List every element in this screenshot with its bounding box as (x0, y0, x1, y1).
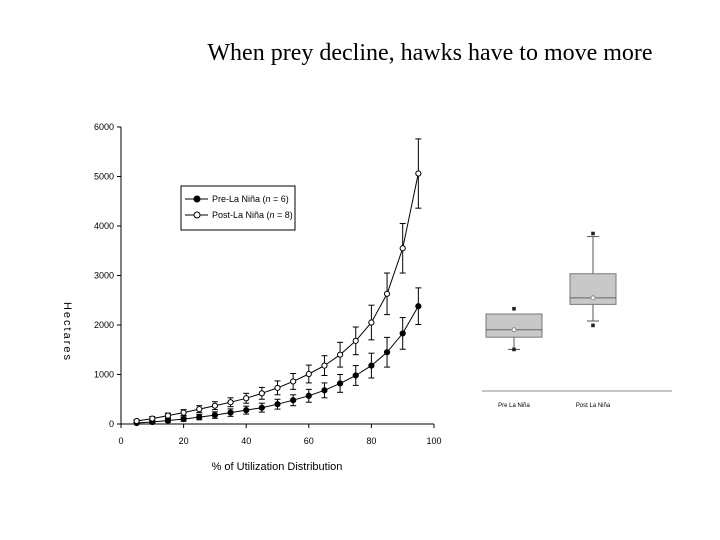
y-tick-label: 6000 (94, 122, 114, 132)
box-outlier (591, 323, 595, 328)
legend-box (180, 185, 296, 231)
data-point-post (290, 378, 297, 385)
data-point-post (227, 399, 234, 406)
data-point-post (337, 351, 344, 358)
legend-label-post: Post-La Niña (n = 8) (212, 210, 293, 220)
data-point-post (352, 337, 359, 344)
y-tick-label: 1000 (94, 370, 114, 380)
data-point-post (211, 402, 218, 409)
data-point-post (196, 406, 203, 413)
box-mean (511, 327, 517, 333)
x-tick-label: 80 (366, 436, 376, 446)
data-point-post (368, 319, 375, 326)
data-point-pre (321, 387, 328, 394)
y-axis-ticks: 0 1000 2000 3000 4000 5000 6000 (94, 122, 121, 429)
data-point-post (258, 390, 265, 397)
data-point-post (305, 370, 312, 378)
data-point-post (133, 417, 140, 425)
x-tick-label: 20 (179, 436, 189, 446)
data-point-post (149, 415, 156, 422)
legend-marker-pre (193, 195, 201, 203)
box-post (569, 231, 617, 328)
data-point-pre (274, 401, 281, 408)
data-point-pre (352, 372, 359, 379)
data-point-pre (180, 415, 187, 423)
box-label-post: Post La Niña (576, 403, 611, 409)
data-point-post (274, 384, 281, 391)
box-outlier (591, 231, 595, 236)
line-chart: 0 1000 2000 3000 4000 5000 6000 0 20 40 60 80 100 %… (61, 122, 442, 473)
y-tick-label: 0 (109, 419, 114, 429)
box-outlier (512, 347, 516, 352)
x-tick-label: 0 (118, 436, 123, 446)
x-axis-title: % of Utilization Distribution (212, 461, 343, 473)
y-axis-title: Hectares (61, 302, 73, 362)
data-point-pre (415, 303, 422, 310)
box-plot: Pre La Niña Post La Niña (482, 231, 672, 409)
data-point-post (164, 412, 172, 419)
data-point-pre (337, 380, 344, 387)
y-tick-label: 3000 (94, 271, 114, 281)
series-post (133, 138, 422, 425)
legend-marker-post (193, 211, 201, 219)
data-point-pre (368, 362, 375, 369)
y-tick-label: 2000 (94, 320, 114, 330)
data-point-post (415, 170, 422, 177)
x-tick-label: 60 (304, 436, 314, 446)
data-point-post (399, 245, 406, 252)
x-axis-ticks: 0 20 40 60 80 100 (118, 424, 442, 446)
data-point-post (180, 409, 187, 416)
x-tick-label: 100 (426, 436, 441, 446)
box-mean (590, 295, 596, 301)
series-layer (133, 138, 422, 427)
y-tick-label: 4000 (94, 221, 114, 231)
series-pre (133, 287, 422, 427)
legend: Pre-La Niña (n = 6) Post-La Niña (n = 8) (180, 185, 296, 231)
box-outlier (512, 306, 516, 311)
data-point-pre (305, 392, 312, 399)
data-point-post (243, 395, 250, 402)
box-label-pre: Pre La Niña (498, 403, 530, 409)
data-point-pre (383, 349, 391, 356)
data-point-pre (243, 407, 250, 414)
data-point-pre (399, 330, 406, 337)
box-iqr (485, 313, 543, 338)
box-layer (485, 231, 617, 352)
data-point-post (321, 362, 328, 369)
slide-title: When prey decline, hawks have to move mo… (207, 40, 653, 66)
data-point-pre (227, 409, 234, 416)
x-tick-label: 40 (241, 436, 251, 446)
y-tick-label: 5000 (94, 172, 114, 182)
data-point-pre (164, 417, 172, 424)
data-point-pre (290, 397, 297, 404)
data-point-pre (211, 411, 218, 419)
box-pre (485, 306, 543, 352)
legend-label-pre: Pre-La Niña (n = 6) (212, 194, 289, 204)
data-point-pre (196, 413, 203, 421)
data-point-post (383, 290, 391, 297)
data-point-pre (258, 404, 265, 411)
